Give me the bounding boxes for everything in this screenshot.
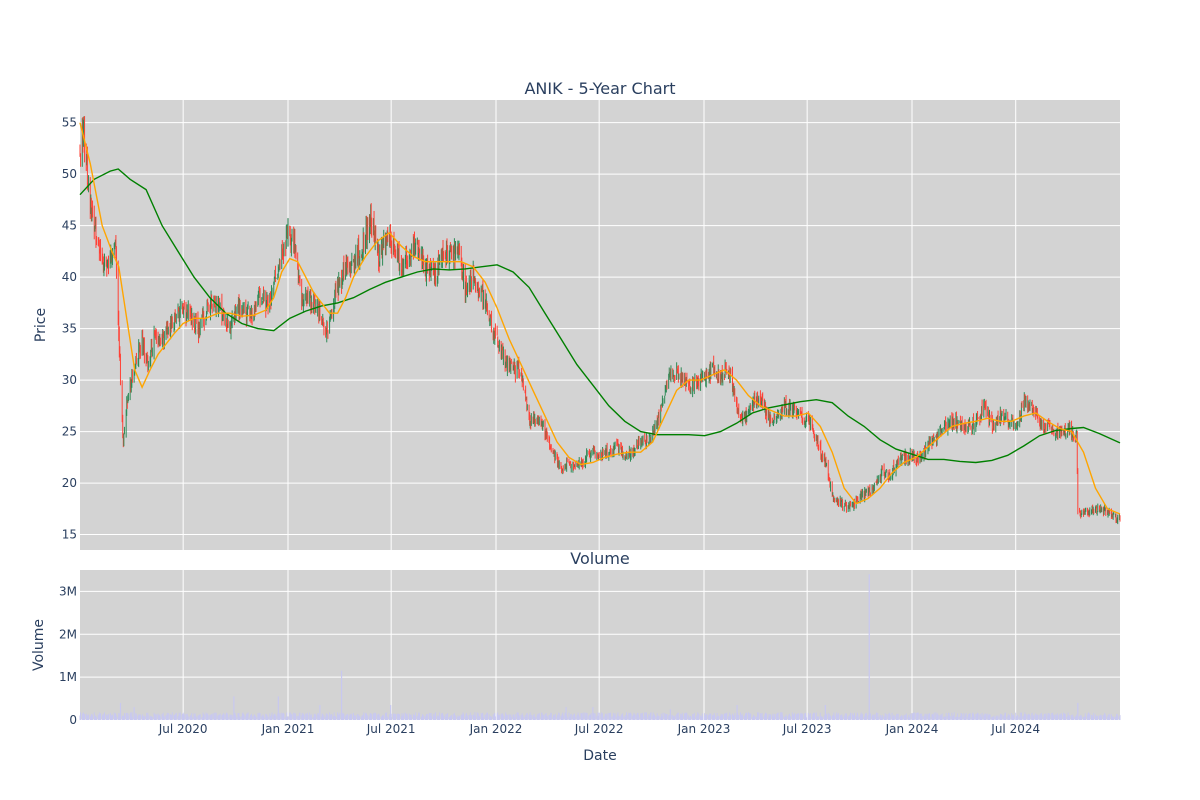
price-y-ticks: 15 20 25 30 35 40 45 50 55 bbox=[62, 116, 77, 542]
price-y-axis-title: Price bbox=[33, 308, 49, 342]
ma-short-line bbox=[79, 122, 1121, 515]
x-tick-label: Jan 2023 bbox=[677, 722, 731, 736]
volume-y-tick-label: 1M bbox=[59, 670, 77, 684]
price-y-tick-label: 40 bbox=[62, 270, 77, 284]
volume-y-tick-label: 2M bbox=[59, 627, 77, 641]
x-tick-label: Jul 2023 bbox=[782, 722, 832, 736]
x-tick-label: Jan 2024 bbox=[885, 722, 939, 736]
x-tick-label: Jul 2020 bbox=[158, 722, 208, 736]
price-panel: 15 20 25 30 35 40 45 50 55 Price bbox=[33, 100, 1121, 550]
volume-y-tick-label: 3M bbox=[59, 584, 77, 598]
chart-title: ANIK - 5-Year Chart bbox=[524, 79, 675, 98]
volume-y-ticks: 0 1M 2M 3M bbox=[59, 584, 77, 727]
volume-gridlines bbox=[80, 570, 1120, 721]
price-y-tick-label: 15 bbox=[62, 528, 77, 542]
x-tick-label: Jul 2021 bbox=[366, 722, 416, 736]
x-axis-ticks: Jul 2020 Jan 2021 Jul 2021 Jan 2022 Jul 2022… bbox=[158, 722, 1040, 736]
x-tick-label: Jan 2021 bbox=[261, 722, 315, 736]
price-y-tick-label: 45 bbox=[62, 219, 77, 233]
price-gridlines bbox=[80, 100, 1120, 550]
price-y-tick-label: 55 bbox=[62, 116, 77, 130]
x-tick-label: Jul 2024 bbox=[990, 722, 1040, 736]
candlesticks bbox=[79, 116, 1121, 525]
ma-long-line bbox=[79, 168, 1121, 464]
price-y-tick-label: 20 bbox=[62, 476, 77, 490]
x-axis-title: Date bbox=[583, 748, 616, 764]
price-y-tick-label: 35 bbox=[62, 322, 77, 336]
price-plot-area bbox=[80, 100, 1120, 550]
volume-bars bbox=[79, 574, 1121, 720]
price-y-tick-label: 30 bbox=[62, 373, 77, 387]
price-y-tick-label: 50 bbox=[62, 167, 77, 181]
volume-plot-area bbox=[80, 570, 1120, 720]
volume-panel: 0 1M 2M 3M Volume bbox=[31, 570, 1121, 727]
volume-title: Volume bbox=[570, 549, 630, 568]
volume-y-axis-title: Volume bbox=[31, 619, 47, 671]
volume-y-tick-label: 0 bbox=[69, 713, 77, 727]
x-tick-label: Jan 2022 bbox=[469, 722, 523, 736]
price-y-tick-label: 25 bbox=[62, 425, 77, 439]
x-tick-label: Jul 2022 bbox=[574, 722, 624, 736]
